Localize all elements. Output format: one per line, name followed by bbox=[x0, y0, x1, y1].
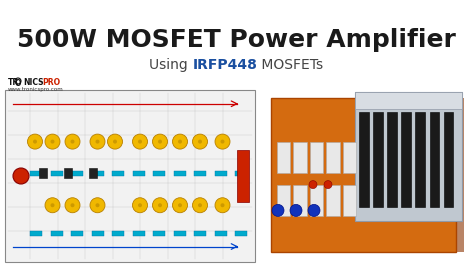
Circle shape bbox=[290, 204, 302, 217]
Circle shape bbox=[138, 140, 142, 144]
Circle shape bbox=[215, 198, 230, 213]
Bar bbox=[174, 171, 185, 176]
Bar bbox=[235, 171, 247, 176]
Bar bbox=[5, 90, 255, 262]
Bar bbox=[355, 92, 462, 221]
Bar bbox=[326, 142, 340, 173]
Text: Using: Using bbox=[149, 58, 193, 72]
Bar bbox=[214, 231, 227, 236]
Bar bbox=[271, 98, 456, 252]
Bar bbox=[277, 142, 290, 173]
Circle shape bbox=[309, 181, 317, 189]
Text: O: O bbox=[14, 78, 21, 88]
Bar bbox=[132, 171, 144, 176]
Circle shape bbox=[132, 198, 148, 213]
Circle shape bbox=[13, 168, 29, 184]
Circle shape bbox=[308, 204, 320, 217]
Bar bbox=[415, 112, 425, 207]
Bar bbox=[359, 112, 369, 207]
Bar bbox=[355, 92, 462, 109]
Bar bbox=[293, 142, 307, 173]
Circle shape bbox=[132, 134, 148, 149]
Bar bbox=[293, 185, 307, 215]
Circle shape bbox=[90, 198, 105, 213]
Bar bbox=[342, 142, 356, 173]
Circle shape bbox=[65, 134, 80, 149]
Bar bbox=[326, 185, 340, 215]
Circle shape bbox=[70, 140, 75, 144]
Circle shape bbox=[152, 134, 167, 149]
Bar bbox=[51, 231, 62, 236]
Text: TR: TR bbox=[8, 78, 19, 87]
Circle shape bbox=[178, 203, 182, 207]
Circle shape bbox=[272, 204, 284, 217]
Bar bbox=[153, 231, 165, 236]
Bar bbox=[310, 142, 323, 173]
Circle shape bbox=[107, 134, 123, 149]
Bar bbox=[88, 168, 96, 178]
Circle shape bbox=[173, 134, 187, 149]
Bar bbox=[71, 231, 83, 236]
Bar bbox=[30, 231, 42, 236]
Circle shape bbox=[138, 203, 142, 207]
Circle shape bbox=[198, 203, 202, 207]
Circle shape bbox=[51, 140, 54, 144]
Text: NICS: NICS bbox=[23, 78, 44, 87]
Bar bbox=[402, 112, 411, 207]
Bar bbox=[214, 171, 227, 176]
Bar bbox=[112, 171, 124, 176]
Bar bbox=[342, 185, 356, 215]
Bar bbox=[387, 112, 397, 207]
Bar bbox=[153, 171, 165, 176]
Bar bbox=[91, 231, 104, 236]
Circle shape bbox=[45, 134, 60, 149]
Circle shape bbox=[158, 203, 162, 207]
Circle shape bbox=[33, 140, 37, 144]
Circle shape bbox=[90, 134, 105, 149]
Bar bbox=[30, 171, 42, 176]
Bar bbox=[194, 171, 206, 176]
Bar bbox=[112, 231, 124, 236]
Circle shape bbox=[215, 134, 230, 149]
Bar bbox=[194, 231, 206, 236]
Text: www.tronicspro.com: www.tronicspro.com bbox=[8, 87, 64, 92]
Circle shape bbox=[96, 140, 99, 144]
Circle shape bbox=[27, 134, 43, 149]
Circle shape bbox=[70, 203, 75, 207]
Circle shape bbox=[178, 140, 182, 144]
Circle shape bbox=[220, 203, 225, 207]
Bar bbox=[132, 231, 144, 236]
Bar bbox=[38, 168, 46, 178]
Bar bbox=[51, 171, 62, 176]
Bar bbox=[277, 185, 290, 215]
Bar bbox=[429, 112, 439, 207]
Bar bbox=[237, 150, 249, 202]
Circle shape bbox=[65, 198, 80, 213]
Text: IRFP448: IRFP448 bbox=[193, 58, 257, 72]
Circle shape bbox=[198, 140, 202, 144]
Text: 500W MOSFET Power Amplifier: 500W MOSFET Power Amplifier bbox=[17, 28, 456, 52]
Circle shape bbox=[173, 198, 187, 213]
Bar bbox=[71, 171, 83, 176]
Circle shape bbox=[45, 198, 60, 213]
Bar bbox=[174, 231, 185, 236]
Bar bbox=[310, 185, 323, 215]
Text: PRO: PRO bbox=[42, 78, 60, 87]
Circle shape bbox=[51, 203, 54, 207]
Circle shape bbox=[158, 140, 162, 144]
Bar bbox=[63, 168, 71, 178]
Circle shape bbox=[220, 140, 225, 144]
Text: MOSFETs: MOSFETs bbox=[257, 58, 324, 72]
Circle shape bbox=[113, 140, 117, 144]
Circle shape bbox=[193, 198, 208, 213]
Bar bbox=[456, 98, 464, 252]
Bar bbox=[373, 112, 383, 207]
Bar bbox=[235, 231, 247, 236]
Bar bbox=[444, 112, 454, 207]
Circle shape bbox=[324, 181, 332, 189]
Bar bbox=[91, 171, 104, 176]
Circle shape bbox=[193, 134, 208, 149]
Circle shape bbox=[96, 203, 99, 207]
Circle shape bbox=[152, 198, 167, 213]
